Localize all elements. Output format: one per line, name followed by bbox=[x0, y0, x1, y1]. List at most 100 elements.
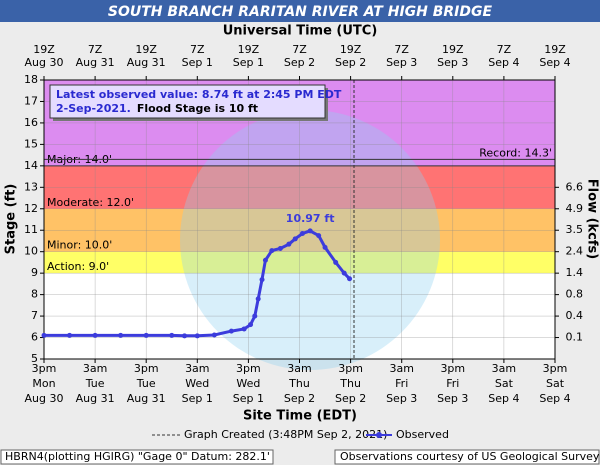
top-x-tick-label: Sep 4 bbox=[488, 56, 519, 69]
x-tick-label: Tue bbox=[85, 377, 105, 390]
top-axis-title: Universal Time (UTC) bbox=[223, 24, 378, 39]
data-point bbox=[92, 332, 98, 338]
top-x-tick-label: 7Z bbox=[292, 43, 307, 56]
x-tick-label: 3pm bbox=[543, 362, 568, 375]
data-point bbox=[255, 296, 261, 302]
y-tick-label: 14 bbox=[24, 159, 38, 172]
x-tick-label: Fri bbox=[446, 377, 459, 390]
y-tick-label: 7 bbox=[31, 309, 38, 322]
x-tick-label: Sep 4 bbox=[539, 392, 570, 405]
top-x-tick-label: 19Z bbox=[544, 43, 566, 56]
y2-axis-title: Flow (kcfs) bbox=[585, 179, 600, 259]
top-x-tick-label: 7Z bbox=[190, 43, 205, 56]
plot-frame bbox=[43, 79, 556, 360]
data-point bbox=[67, 332, 73, 338]
x-tick-label: Sep 2 bbox=[284, 392, 315, 405]
x-tick-label: Sep 1 bbox=[233, 392, 264, 405]
x-tick-label: Sep 3 bbox=[437, 392, 468, 405]
y2-tick-label: 6.6 bbox=[566, 180, 584, 193]
footer-left-box bbox=[0, 449, 274, 465]
top-x-tick-label: Sep 2 bbox=[284, 56, 315, 69]
footer-left: HBRN4(plotting HGIRG) "Gage 0" Datum: 28… bbox=[5, 450, 270, 463]
data-point bbox=[333, 259, 339, 265]
data-point bbox=[41, 332, 47, 338]
footer-right-box bbox=[334, 449, 600, 465]
latest-text: Latest observed value: 8.74 ft at 2:45 P… bbox=[56, 88, 342, 101]
data-point bbox=[248, 322, 254, 328]
y-tick-label: 10 bbox=[24, 245, 38, 258]
data-point bbox=[269, 248, 275, 254]
data-point bbox=[286, 241, 292, 247]
data-point bbox=[252, 313, 258, 319]
x-tick-label: Sat bbox=[495, 377, 514, 390]
legend-label: Observed bbox=[396, 428, 449, 441]
y-tick-label: 18 bbox=[24, 73, 38, 86]
data-point bbox=[169, 332, 175, 338]
data-point bbox=[292, 236, 298, 242]
x-tick-label: 3pm bbox=[236, 362, 261, 375]
top-x-tick-label: 7Z bbox=[497, 43, 512, 56]
y-tick-label: 8 bbox=[31, 288, 38, 301]
y-tick-label: 11 bbox=[24, 223, 38, 236]
title-bar bbox=[0, 0, 600, 22]
x-tick-label: Aug 31 bbox=[76, 392, 115, 405]
data-point bbox=[341, 270, 347, 276]
x-tick-label: Mon bbox=[32, 377, 55, 390]
plot-area: 5 6 7 8 9 10 11 12 13 14 15 16 17 18 3pm Mon Aug 30 3am Tu… bbox=[24, 43, 583, 405]
y-tick-label: 12 bbox=[24, 202, 38, 215]
x-tick-label: Sep 1 bbox=[182, 392, 213, 405]
data-point bbox=[307, 228, 313, 234]
x-tick-label: Thu bbox=[288, 377, 310, 390]
y-tick-label: 5 bbox=[31, 352, 38, 365]
x-tick-label: 3am bbox=[83, 362, 107, 375]
x-tick-label: Fri bbox=[395, 377, 408, 390]
data-point bbox=[211, 332, 217, 338]
x-tick-label: 3am bbox=[287, 362, 311, 375]
y2-tick-label: 0.1 bbox=[566, 331, 584, 344]
watermark bbox=[180, 110, 440, 370]
x-tick-label: 3am bbox=[492, 362, 516, 375]
peak-label: 10.97 ft bbox=[286, 212, 335, 225]
y2-tick-label: 2.4 bbox=[566, 245, 584, 258]
x-tick-label: Thu bbox=[339, 377, 361, 390]
legend-observed-dot bbox=[376, 432, 382, 438]
flood-label: Action: 9.0' bbox=[47, 260, 109, 273]
top-x-tick-label: Sep 4 bbox=[539, 56, 570, 69]
top-x-tick-label: 7Z bbox=[394, 43, 409, 56]
chart-title: SOUTH BRANCH RARITAN RIVER AT HIGH BRIDG… bbox=[108, 4, 493, 20]
data-point bbox=[262, 257, 268, 263]
data-point bbox=[322, 244, 328, 250]
data-point bbox=[299, 230, 305, 236]
latest-date: 2-Sep-2021. Flood Stage is 10 ft bbox=[56, 102, 258, 115]
y2-tick-label: 3.5 bbox=[566, 223, 584, 236]
top-x-tick-label: Aug 31 bbox=[76, 56, 115, 69]
data-point bbox=[347, 276, 353, 282]
data-point bbox=[277, 245, 283, 251]
x-tick-label: 3am bbox=[185, 362, 209, 375]
footer-right: Observations courtesy of US Geological S… bbox=[340, 450, 600, 463]
data-point bbox=[194, 333, 200, 339]
info-box bbox=[49, 84, 326, 119]
y-tick-label: 6 bbox=[31, 331, 38, 344]
y2-tick-label: 0.8 bbox=[566, 288, 584, 301]
data-point bbox=[241, 326, 247, 332]
x-axis-title: Site Time (EDT) bbox=[243, 409, 357, 424]
y-tick-label: 13 bbox=[24, 180, 38, 193]
top-x-tick-label: Sep 1 bbox=[182, 56, 213, 69]
x-tick-label: 3pm bbox=[32, 362, 57, 375]
y-axis-title: Stage (ft) bbox=[4, 184, 19, 255]
x-tick-label: Sep 3 bbox=[386, 392, 417, 405]
x-tick-label: Wed bbox=[236, 377, 260, 390]
y2-tick-label: 0.4 bbox=[566, 309, 584, 322]
x-tick-label: 3pm bbox=[134, 362, 159, 375]
x-tick-label: 3am bbox=[389, 362, 413, 375]
x-tick-label: Sep 4 bbox=[488, 392, 519, 405]
data-point bbox=[259, 277, 265, 283]
y2-tick-label: 1.4 bbox=[566, 266, 584, 279]
data-point bbox=[316, 233, 322, 239]
top-x-tick-label: 19Z bbox=[442, 43, 464, 56]
y-tick-label: 9 bbox=[31, 266, 38, 279]
top-x-tick-label: 19Z bbox=[33, 43, 55, 56]
x-tick-label: Sep 2 bbox=[335, 392, 366, 405]
